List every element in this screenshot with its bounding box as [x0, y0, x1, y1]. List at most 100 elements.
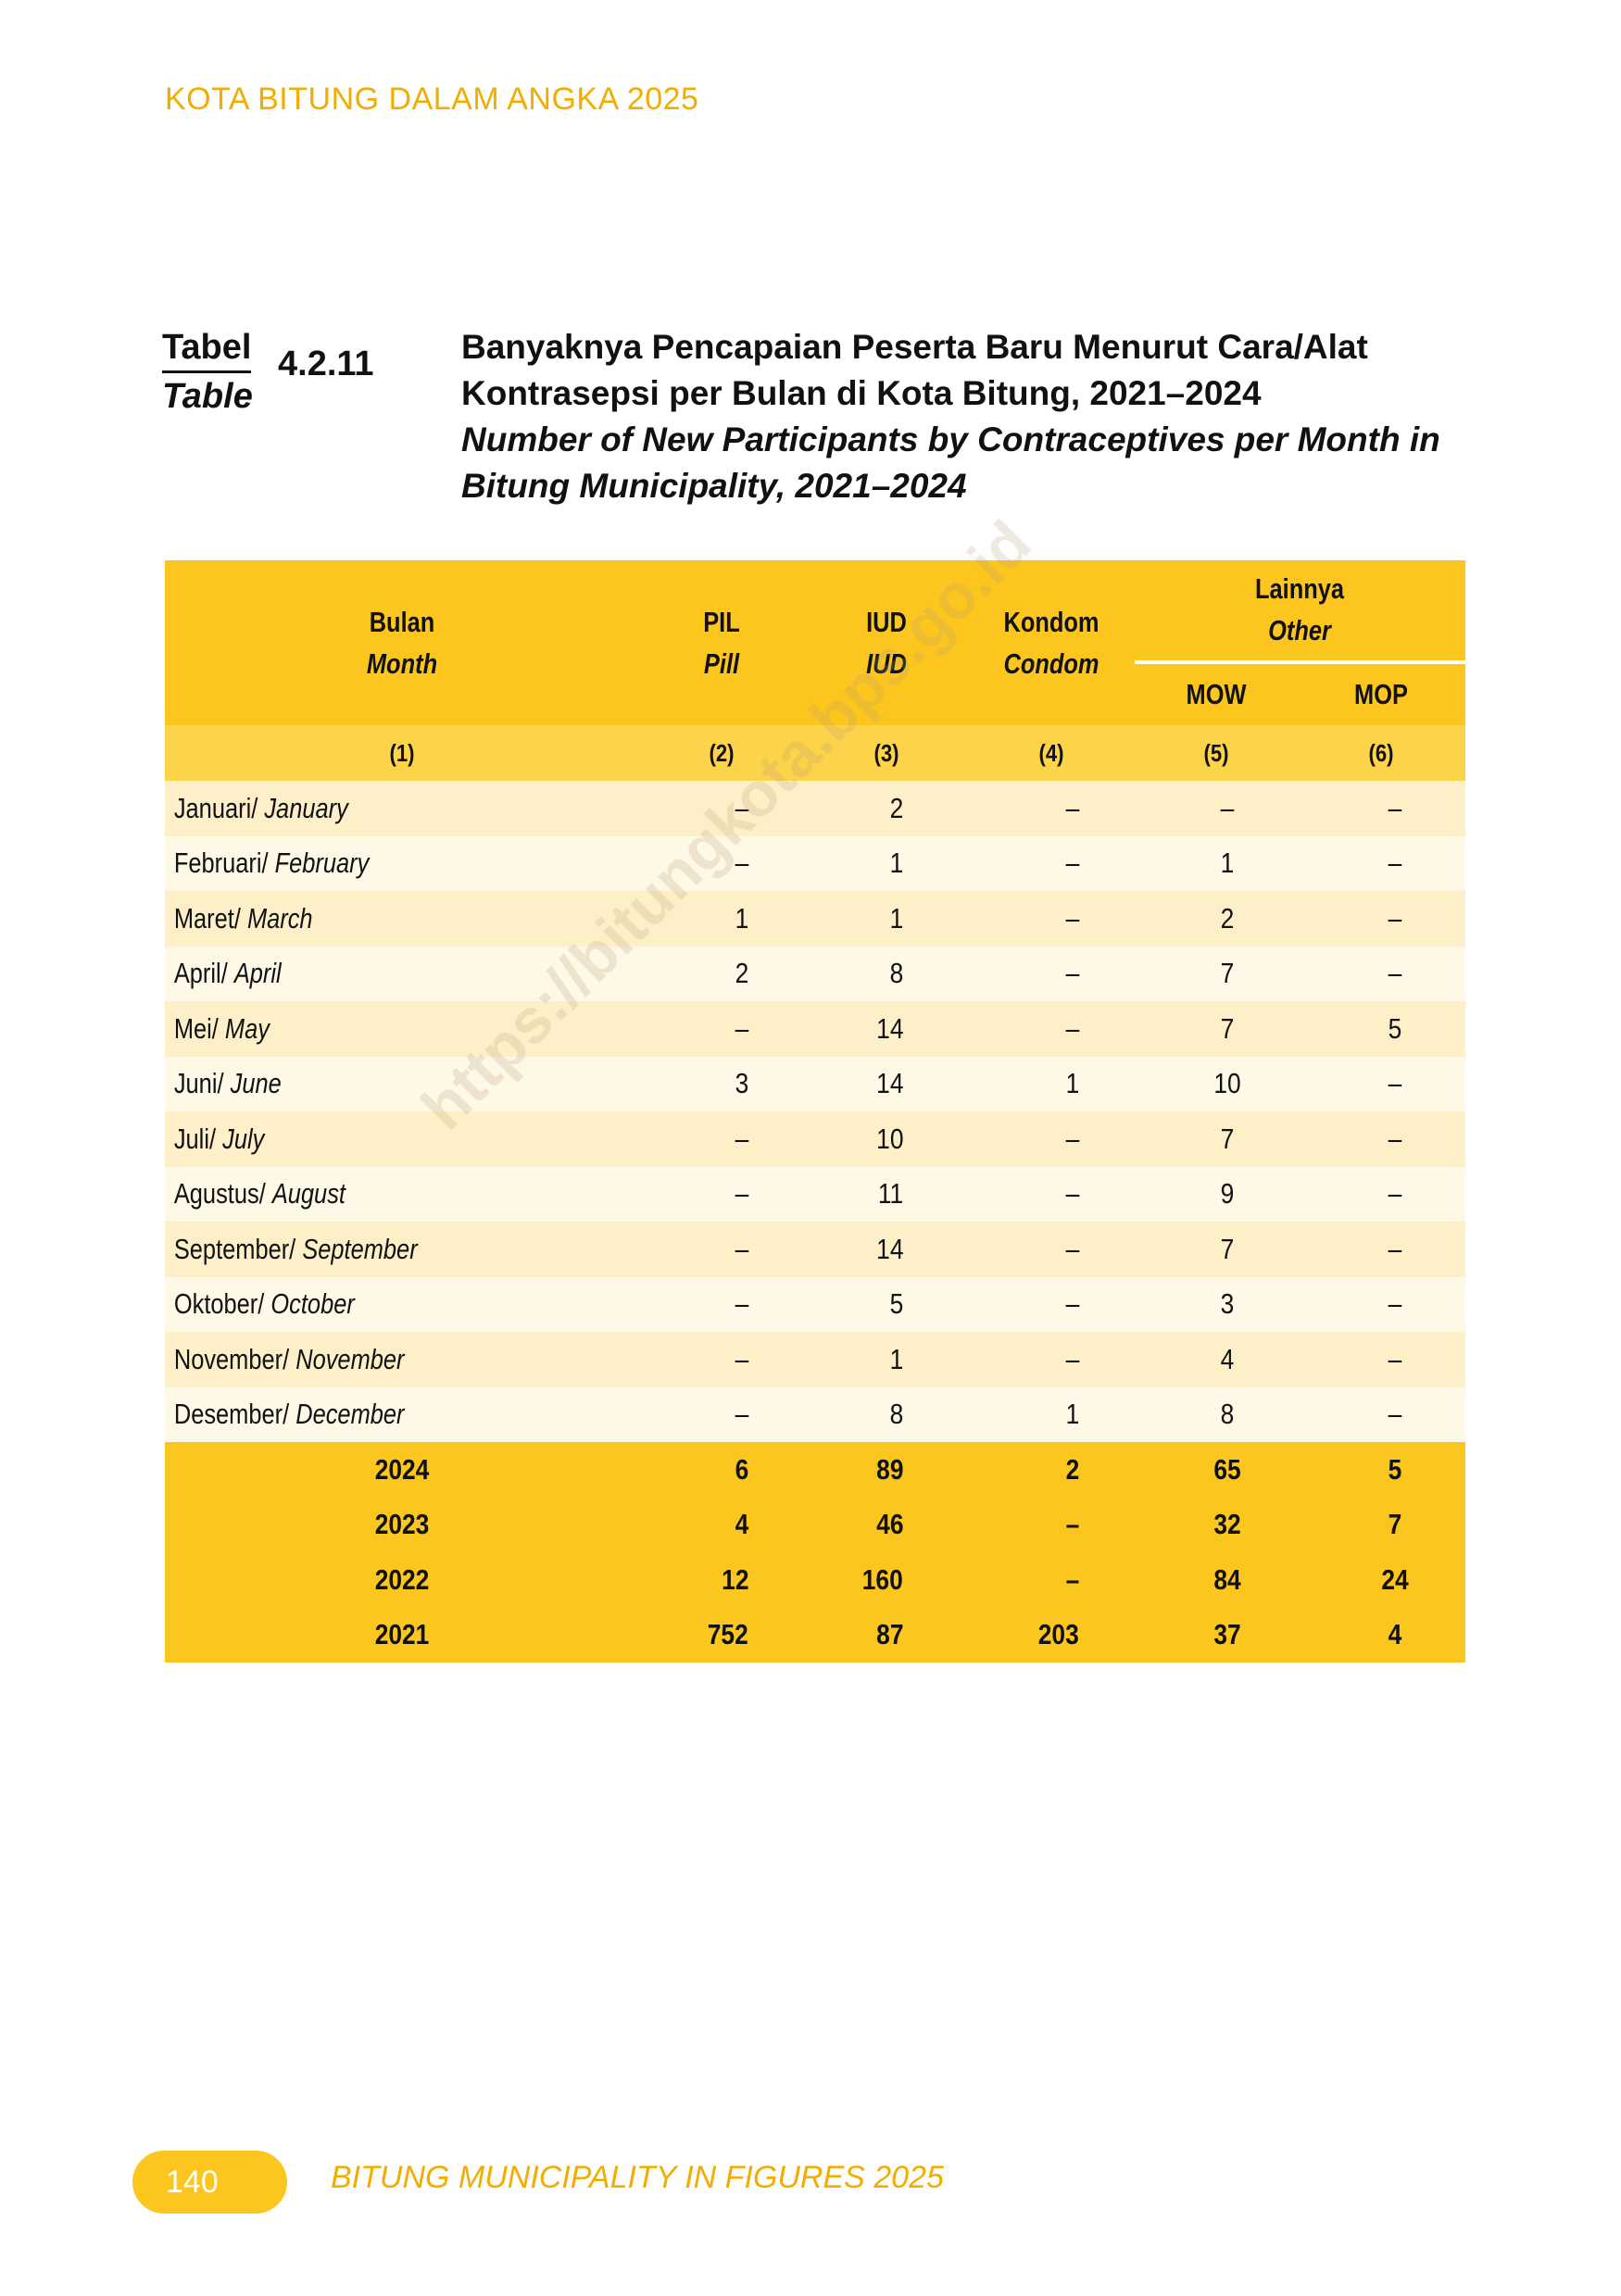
table-cell: 10	[875, 1122, 903, 1155]
table-cell: –	[1065, 1562, 1079, 1596]
column-number-row: (1) (2) (3) (4) (5) (6)	[165, 725, 1465, 781]
table-cell: –	[1388, 901, 1402, 935]
table-cell: 160	[862, 1562, 903, 1596]
column-number: (5)	[1203, 738, 1229, 767]
month-label: Agustus/ August	[173, 1177, 346, 1211]
table-cell: 10	[1213, 1067, 1241, 1100]
month-label: Maret/ March	[173, 901, 313, 935]
table-cell: –	[735, 847, 748, 880]
header-mop: MOP	[1354, 678, 1408, 710]
month-label: Mei/ May	[173, 1011, 270, 1045]
table-title: Banyaknya Pencapaian Peserta Baru Menuru…	[461, 324, 1480, 509]
table-cell: –	[1065, 1177, 1079, 1211]
table-cell: 32	[1213, 1508, 1241, 1541]
table-cell: –	[1065, 957, 1079, 990]
table-cell: 4	[735, 1508, 748, 1541]
table-cell: 65	[1213, 1452, 1241, 1486]
table-cell: 5	[1388, 1452, 1402, 1486]
table-cell: 1	[1065, 1398, 1079, 1431]
table-cell: 12	[721, 1562, 748, 1596]
table-cell: 14	[875, 1232, 903, 1265]
table-row: April/ April 2 8 – 7 –	[165, 946, 1465, 1001]
table-cell: –	[1065, 847, 1079, 880]
table-cell: 11	[877, 1177, 903, 1211]
month-label: April/ April	[173, 957, 282, 990]
page-number: 140	[132, 2151, 287, 2214]
header-other: Lainnya Other	[1254, 572, 1345, 646]
table-cell: 1	[735, 901, 748, 935]
table-cell: 46	[875, 1508, 903, 1541]
table-cell: 1	[1220, 847, 1235, 880]
table-cell: 2	[1220, 901, 1235, 935]
table-cell: –	[735, 1011, 748, 1045]
table-cell: 24	[1381, 1562, 1409, 1596]
table-cell: 7	[1220, 1011, 1235, 1045]
table-cell: –	[735, 1398, 748, 1431]
title-en: Number of New Participants by Contracept…	[461, 420, 1440, 505]
table-cell: –	[735, 1287, 748, 1321]
table-cell: 1	[889, 847, 903, 880]
table-row: Oktober/ October – 5 – 3 –	[165, 1276, 1465, 1332]
table-cell: –	[735, 1177, 748, 1211]
table-cell: 6	[735, 1452, 748, 1486]
table-header: Bulan Month PIL Pill IUD IUD Kondom Condom L…	[165, 560, 1465, 725]
table-cell: –	[735, 1342, 748, 1375]
table-cell: 1	[889, 901, 903, 935]
table-cell: 87	[875, 1618, 903, 1651]
header-iud: IUD IUD	[866, 606, 907, 680]
table-cell: –	[1388, 847, 1402, 880]
table-cell: –	[1065, 1232, 1079, 1265]
table-cell: 9	[1220, 1177, 1235, 1211]
month-label: September/ September	[173, 1232, 418, 1265]
table-cell: 3	[735, 1067, 748, 1100]
table-cell: –	[1065, 1508, 1079, 1541]
table-cell: 752	[708, 1618, 748, 1651]
year-label: 2022	[374, 1562, 430, 1596]
table-cell: 7	[1220, 1232, 1235, 1265]
column-number: (3)	[873, 738, 899, 767]
table-cell: 2	[1065, 1452, 1079, 1486]
header-kondom: Kondom Condom	[1003, 606, 1100, 680]
table-cell: 7	[1220, 957, 1235, 990]
table-cell: 4	[1220, 1342, 1235, 1375]
table-cell: 84	[1213, 1562, 1241, 1596]
table-cell: –	[735, 1122, 748, 1155]
running-header: KOTA BITUNG DALAM ANGKA 2025	[165, 82, 699, 117]
table-cell: –	[1388, 1067, 1402, 1100]
column-number: (2)	[709, 738, 735, 767]
total-row: 2023 4 46 – 32 7	[165, 1497, 1465, 1552]
data-table: Bulan Month PIL Pill IUD IUD Kondom Condom L…	[165, 560, 1465, 1662]
table-row: Januari/ January – 2 – – –	[165, 781, 1465, 836]
year-label: 2023	[374, 1508, 430, 1541]
table-cell: 203	[1038, 1618, 1079, 1651]
table-cell: –	[1065, 1122, 1079, 1155]
table-cell: –	[1065, 901, 1079, 935]
table-label: Tabel Table	[162, 324, 253, 420]
total-row: 2021 752 87 203 37 4	[165, 1607, 1465, 1662]
table-cell: –	[735, 1232, 748, 1265]
table-cell: –	[1388, 957, 1402, 990]
table-cell: 89	[875, 1452, 903, 1486]
table-cell: 1	[1065, 1067, 1079, 1100]
table-row: Mei/ May – 14 – 7 5	[165, 1001, 1465, 1057]
table-cell: 14	[875, 1011, 903, 1045]
table-cell: –	[1388, 1177, 1402, 1211]
table-row: Juli/ July – 10 – 7 –	[165, 1111, 1465, 1167]
table-row: Agustus/ August – 11 – 9 –	[165, 1166, 1465, 1222]
table-cell: 2	[735, 957, 748, 990]
month-label: Juli/ July	[173, 1122, 265, 1155]
header-mow: MOW	[1186, 678, 1247, 710]
month-label: Juni/ June	[173, 1067, 282, 1100]
header-divider	[1135, 660, 1465, 664]
total-row: 2024 6 89 2 65 5	[165, 1442, 1465, 1498]
table-row: November/ November – 1 – 4 –	[165, 1332, 1465, 1387]
table-cell: 1	[889, 1342, 903, 1375]
year-label: 2021	[374, 1618, 430, 1651]
table-cell: –	[1388, 1122, 1402, 1155]
month-label: Oktober/ October	[173, 1287, 355, 1321]
footer-title: BITUNG MUNICIPALITY IN FIGURES 2025	[331, 2160, 944, 2195]
table-row: Maret/ March 1 1 – 2 –	[165, 891, 1465, 947]
table-cell: –	[1388, 1287, 1402, 1321]
table-cell: –	[1065, 1287, 1079, 1321]
total-row: 2022 12 160 – 84 24	[165, 1552, 1465, 1608]
